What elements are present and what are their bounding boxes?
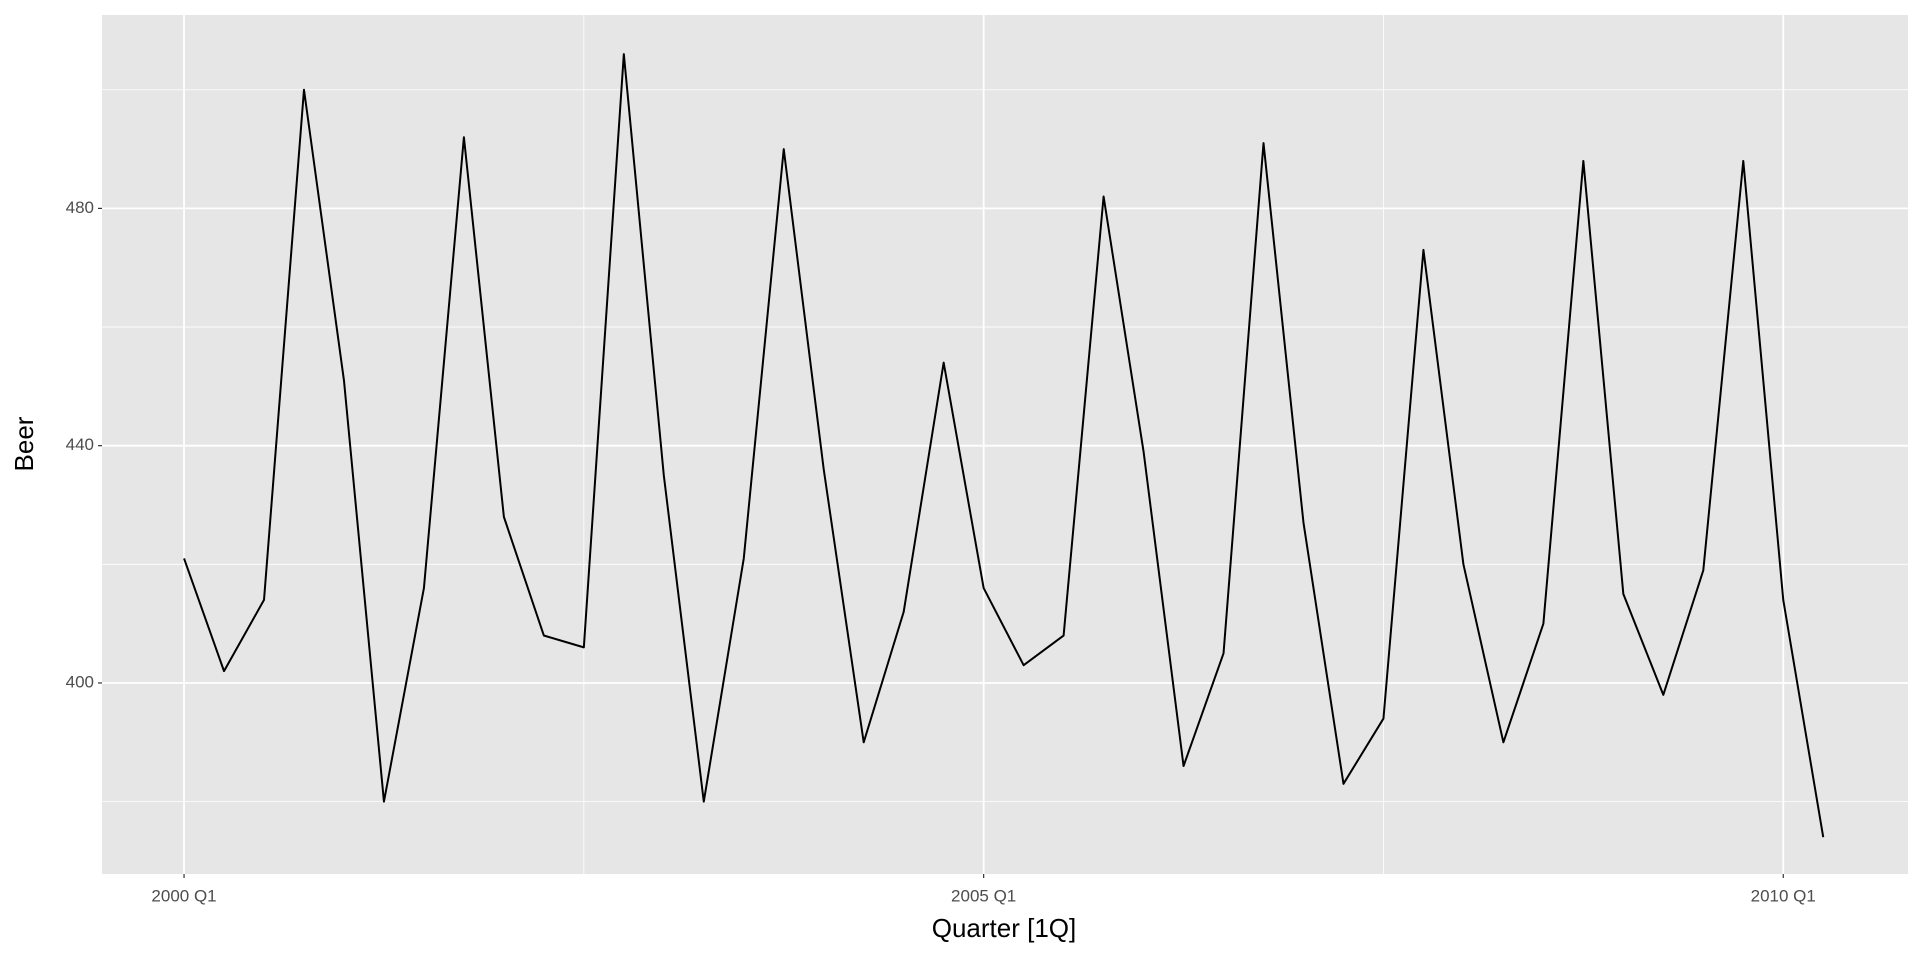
y-tick-label: 480: [66, 198, 94, 217]
y-tick-label: 440: [66, 435, 94, 454]
x-tick-label: 2010 Q1: [1751, 886, 1816, 905]
x-tick-label: 2005 Q1: [951, 886, 1016, 905]
x-axis-title: Quarter [1Q]: [932, 913, 1077, 943]
line: [183, 53, 1825, 838]
panel: [102, 15, 1908, 874]
y-tick-label: 400: [66, 672, 94, 691]
x-tick-label: 2000 Q1: [151, 886, 216, 905]
y-axis-title: Beer: [9, 416, 39, 471]
